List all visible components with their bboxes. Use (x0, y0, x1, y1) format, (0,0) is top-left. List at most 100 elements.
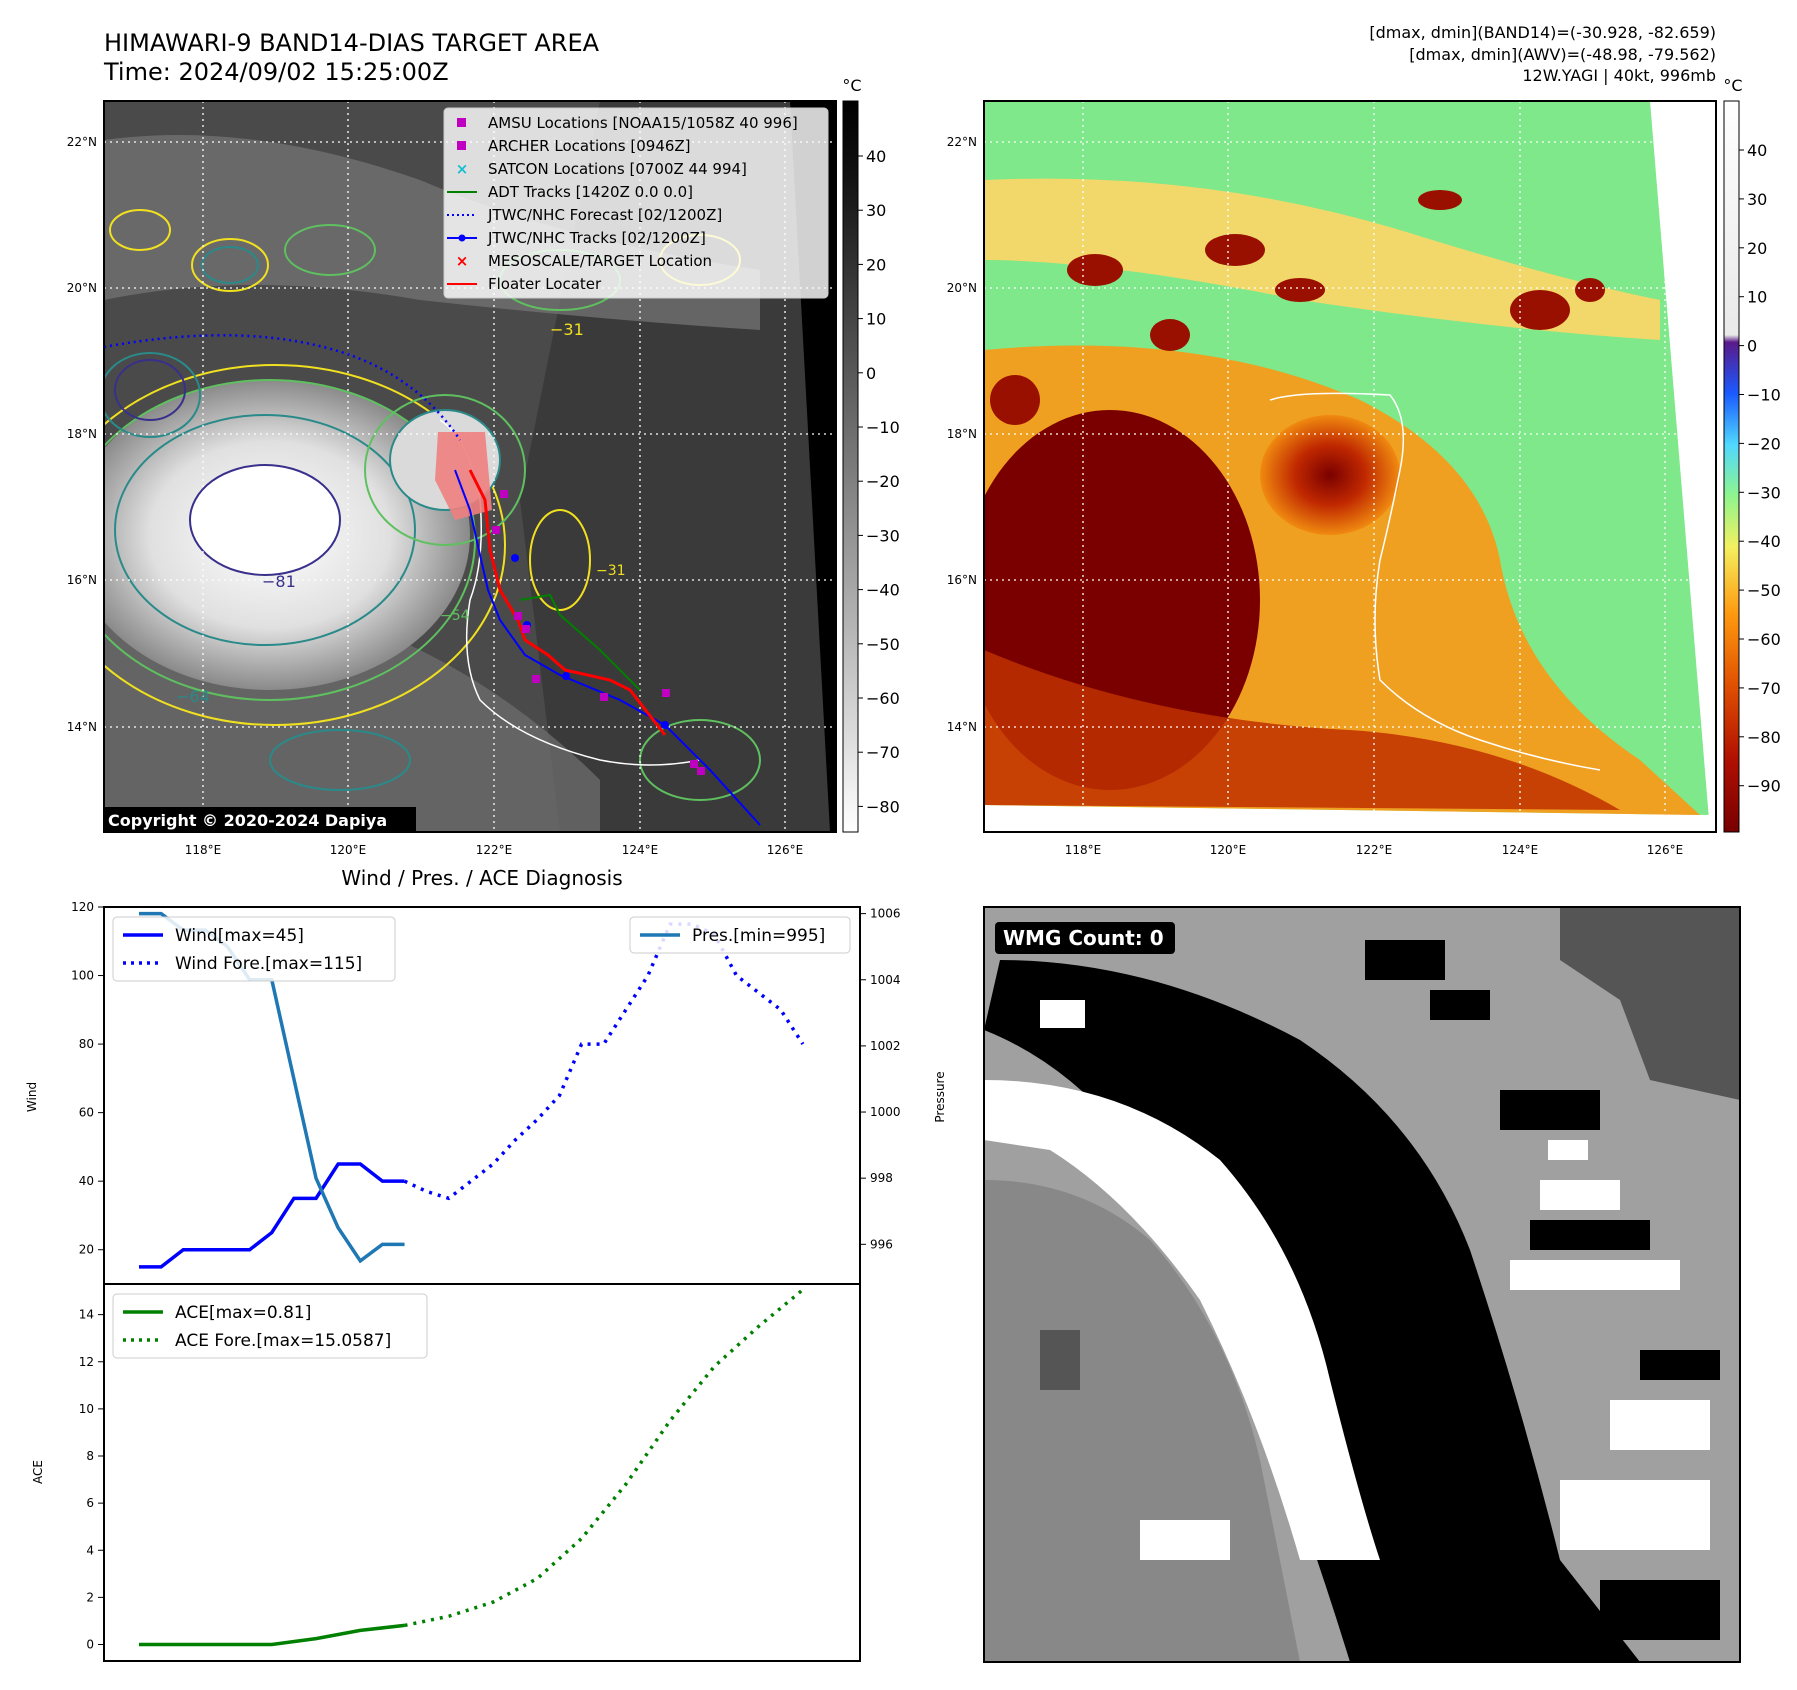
map2-lon-ticks: 118°E 120°E 122°E 124°E 126°E (1065, 843, 1684, 857)
wind-pressure-chart: 20 40 60 80 100 120 996 998 1000 1002 1004 1006 Wi… (25, 900, 947, 1285)
awv-coastline (1269, 392, 1601, 771)
color-cbar-tick: 0 (1747, 337, 1757, 356)
copyright-text: Copyright © 2020-2024 Dapiya (108, 811, 387, 830)
legend-label-3: ADT Tracks [1420Z 0.0 0.0] (488, 183, 693, 201)
svg-text:118°E: 118°E (1065, 843, 1102, 857)
color-cbar-tick: −90 (1747, 777, 1781, 796)
amsu-markers (492, 490, 705, 775)
wind-legend: Wind[max=45] Wind Fore.[max=115] (112, 916, 396, 982)
map1-frame (103, 100, 837, 833)
legend-marker-1 (457, 141, 466, 150)
awv-dry-band (984, 650, 1620, 810)
svg-text:18°N: 18°N (947, 427, 977, 441)
wind-tick: 80 (79, 1037, 94, 1051)
gray-cbar-tick: 0 (866, 364, 876, 383)
ace-tick: 4 (86, 1543, 94, 1557)
wmg-count-label: WMG Count: 0 (1003, 926, 1164, 950)
contour-teal (114, 414, 416, 646)
svg-text:124°E: 124°E (622, 843, 659, 857)
svg-text:126°E: 126°E (767, 843, 804, 857)
legend-label-4: JTWC/NHC Forecast [02/1200Z] (487, 206, 722, 224)
wmg-count-box (995, 922, 1175, 954)
map2-gridlines (984, 101, 1716, 832)
ir-map-panel: −81 −64 −31 −31 −54 Copyright © 2020-202… (67, 100, 837, 857)
awv-map-panel: 22°N 20°N 18°N 16°N 14°N 118°E 120°E 122… (947, 100, 1717, 857)
gray-cbar-tick: −30 (866, 526, 900, 545)
wmg-black-patches (1365, 940, 1720, 1640)
ace-tick: 2 (86, 1590, 94, 1604)
color-cbar-tick: −80 (1747, 728, 1781, 747)
ace-legend: ACE[max=0.81] ACE Fore.[max=15.0587] (112, 1293, 428, 1359)
svg-text:126°E: 126°E (1647, 843, 1684, 857)
legend-marker-5 (447, 234, 477, 242)
figure-time: Time: 2024/09/02 15:25:00Z (103, 58, 449, 86)
color-cbar-tick: −20 (1747, 434, 1781, 453)
series-ace-fore-line (404, 1288, 804, 1628)
color-cbar-tick: 20 (1747, 239, 1767, 258)
svg-text:20°N: 20°N (67, 281, 97, 295)
svg-text:122°E: 122°E (476, 843, 513, 857)
cloud-core (189, 464, 341, 576)
copyright-box (104, 807, 416, 832)
diagnosis-title: Wind / Pres. / ACE Diagnosis (341, 866, 622, 890)
wind-tick: 120 (71, 900, 94, 914)
awv-no-data-bottom (984, 805, 1710, 832)
awv-no-data (1650, 101, 1716, 832)
wmg-white-band (984, 1080, 1380, 1560)
pressure-axis-label: Pressure (933, 1071, 947, 1122)
gray-cbar-tick: −50 (866, 635, 900, 654)
svg-text:18°N: 18°N (67, 427, 97, 441)
legend-label-5: JTWC/NHC Tracks [02/1200Z] (487, 229, 706, 247)
pressure-tick: 996 (870, 1237, 893, 1251)
info-line-1: [dmax, dmin](BAND14)=(-30.928, -82.659) (1369, 23, 1716, 42)
svg-text:20°N: 20°N (947, 281, 977, 295)
contour-label-1: −81 (262, 572, 296, 591)
svg-text:°C: °C (1723, 76, 1742, 95)
legend-label-1: ARCHER Locations [0946Z] (488, 137, 691, 155)
legend-label-2: SATCON Locations [0700Z 44 994] (488, 160, 747, 178)
gray-cbar-tick: −80 (866, 797, 900, 816)
legend-ace: ACE[max=0.81] (175, 1303, 311, 1323)
legend-wind-fore: Wind Fore.[max=115] (175, 954, 362, 974)
gray-cbar-tick: 10 (866, 310, 886, 329)
color-colorbar: °C 40 30 20 10 0 −10 −20 −30 −40 −50 −60 −70 −80 −90 (1723, 76, 1781, 833)
legend-label-0: AMSU Locations [NOAA15/1058Z 40 996] (488, 114, 798, 132)
color-cbar-tick: 30 (1747, 190, 1767, 209)
svg-text:124°E: 124°E (1502, 843, 1539, 857)
gray-cbar-tick: 30 (866, 201, 886, 220)
ace-tick: 0 (86, 1638, 94, 1652)
map-legend: AMSU Locations [NOAA15/1058Z 40 996] ARCH… (443, 107, 829, 299)
svg-text:16°N: 16°N (947, 573, 977, 587)
svg-text:120°E: 120°E (330, 843, 367, 857)
contour-label-5: −54 (440, 608, 470, 624)
color-cbar-tick: 40 (1747, 141, 1767, 160)
wind-tick: 40 (79, 1174, 94, 1188)
map2-lat-ticks: 22°N 20°N 18°N 16°N 14°N (947, 135, 977, 734)
ace-axis-label: ACE (31, 1460, 45, 1484)
legend-marker-2: × (456, 160, 469, 178)
contour-green-2 (364, 394, 526, 546)
legend-marker-0 (457, 118, 466, 127)
pressure-tick: 1000 (870, 1105, 901, 1119)
pressure-tick: 998 (870, 1171, 893, 1185)
gray-colorbar: °C 40 30 20 10 0 −10 −20 −30 −40 −50 −60 −70 −80 (842, 76, 900, 833)
color-cbar-tick: −40 (1747, 532, 1781, 551)
wind-tick: 60 (79, 1106, 94, 1120)
color-cbar-tick: −30 (1747, 483, 1781, 502)
svg-text:22°N: 22°N (67, 135, 97, 149)
series-aceline (139, 1623, 405, 1647)
wmg-dark-patch (1040, 1330, 1080, 1390)
info-line-3: 12W.YAGI | 40kt, 996mb (1522, 66, 1716, 85)
svg-text:120°E: 120°E (1210, 843, 1247, 857)
svg-text:°C: °C (842, 76, 861, 95)
color-cbar-tick: 10 (1747, 288, 1767, 307)
color-cbar-tick: −70 (1747, 679, 1781, 698)
ace-tick: 14 (79, 1308, 94, 1322)
gray-cbar-tick: 40 (866, 147, 886, 166)
svg-text:14°N: 14°N (947, 720, 977, 734)
gray-cbar-tick: 20 (866, 255, 886, 274)
awv-eye (1260, 415, 1400, 535)
ace-tick: 10 (79, 1402, 94, 1416)
gray-cbar-tick: −40 (866, 581, 900, 600)
figure-title: HIMAWARI-9 BAND14-DIAS TARGET AREA (104, 29, 600, 57)
